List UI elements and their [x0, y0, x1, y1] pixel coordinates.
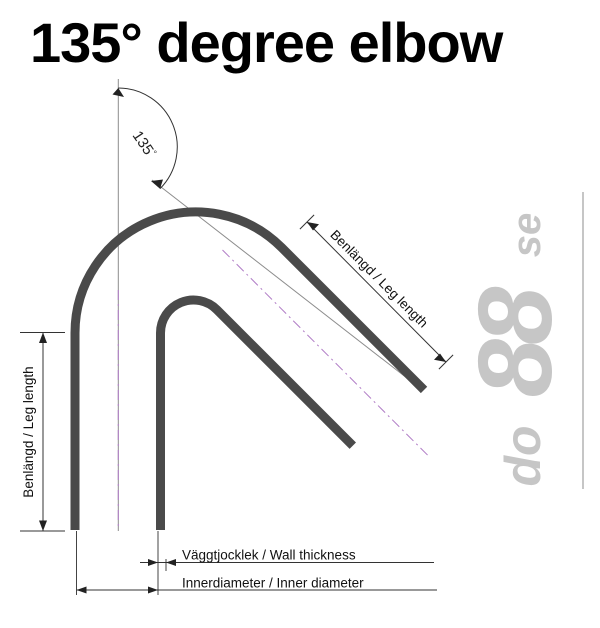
svg-text:Benlängd / Leg length: Benlängd / Leg length: [21, 366, 36, 497]
svg-text:do: do: [495, 425, 551, 486]
svg-text:135°: 135°: [129, 128, 159, 162]
svg-text:Innerdiameter / Inner diameter: Innerdiameter / Inner diameter: [182, 576, 364, 591]
svg-text:Väggtjocklek / Wall thickness: Väggtjocklek / Wall thickness: [182, 548, 356, 563]
svg-text:se: se: [505, 213, 549, 258]
svg-text:88: 88: [457, 286, 574, 397]
